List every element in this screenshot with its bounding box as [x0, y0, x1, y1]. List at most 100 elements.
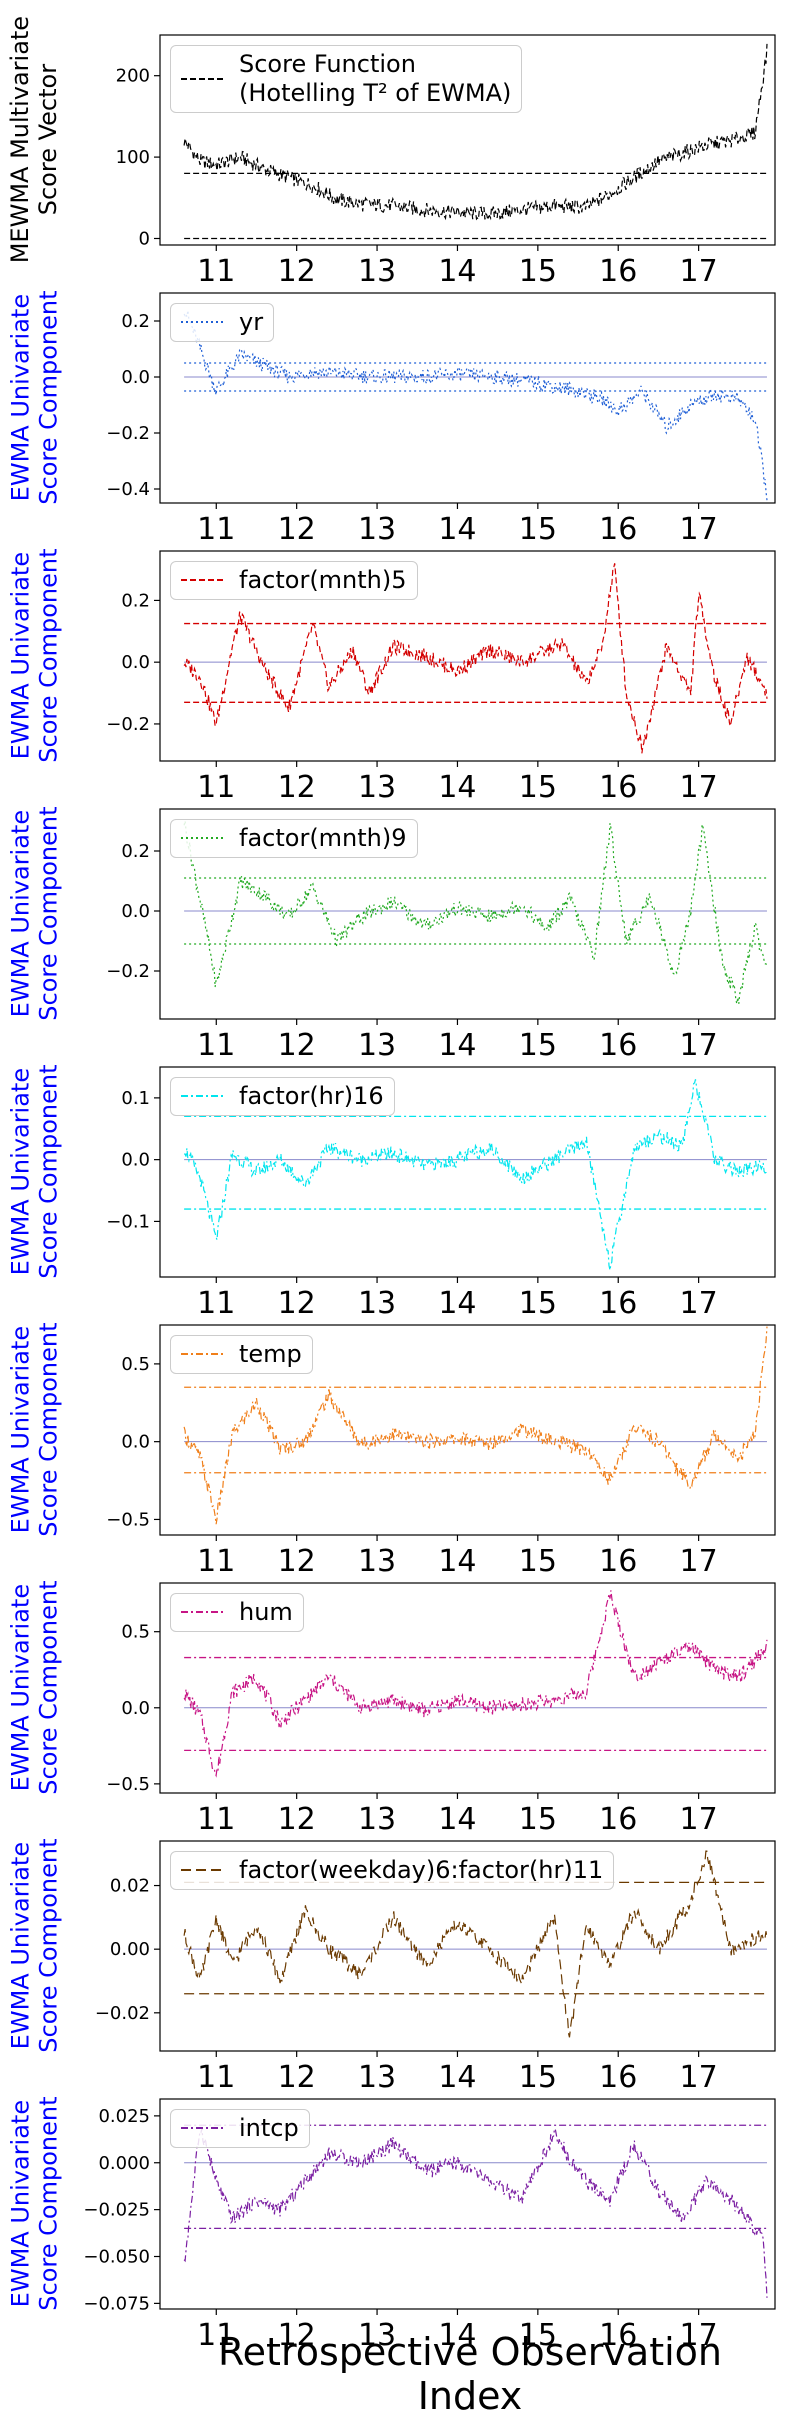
y-tick-label: 0.0 — [121, 652, 150, 673]
y-axis-label-line: EWMA Univariate — [6, 294, 35, 502]
x-tick-label: 11 — [197, 512, 235, 547]
x-tick-label: 13 — [358, 1286, 396, 1321]
legend-label: factor(hr)16 — [239, 1082, 384, 1110]
series-line — [183, 1326, 768, 1525]
x-tick-label: 15 — [519, 1544, 557, 1579]
y-tick-label: −0.1 — [106, 1211, 150, 1232]
series-line — [183, 2127, 768, 2298]
legend: factor(hr)16 — [170, 1077, 395, 1116]
y-tick-label: 0.0 — [121, 1698, 150, 1719]
y-tick-label: −0.2 — [106, 714, 150, 735]
x-tick-label: 11 — [197, 1544, 235, 1579]
x-tick-label: 11 — [197, 254, 235, 289]
panel-4: −0.2 0.0 0.2 11 12 13 14 15 16 17 — [106, 808, 776, 1063]
x-tick-label: 17 — [680, 1544, 718, 1579]
x-axis-label: Retrospective Observation Index — [217, 2330, 722, 2418]
y-tick-label: −0.2 — [106, 961, 150, 982]
y-axis-label-line: EWMA Univariate — [6, 1326, 35, 1534]
x-tick-label: 11 — [197, 770, 235, 805]
x-tick-label: 17 — [680, 2318, 718, 2353]
panel-7: −0.5 0.0 0.5 11 12 13 14 15 16 17 — [106, 1582, 776, 1837]
y-axis-label-line: MEWMA Multivariate — [6, 16, 35, 264]
x-tick-label: 13 — [358, 2318, 396, 2353]
y-axis-label: EWMA Univariate Score Component — [0, 548, 70, 764]
x-tick-label: 12 — [278, 1802, 316, 1837]
y-tick-label: 0.00 — [110, 1939, 150, 1960]
x-tick-label: 12 — [278, 1286, 316, 1321]
x-tick-label: 11 — [197, 1028, 235, 1063]
y-axis-label: EWMA Univariate Score Component — [0, 1839, 70, 2053]
x-tick-label: 17 — [680, 1286, 718, 1321]
x-tick-label: 13 — [358, 512, 396, 547]
y-tick-label: 0.2 — [121, 841, 150, 862]
series-line — [183, 43, 768, 221]
y-axis-label: EWMA Univariate Score Component — [0, 1322, 70, 1538]
panel-9: −0.075 −0.050 −0.025 0.000 0.025 11 12 13 14 15 16… — [83, 2098, 776, 2353]
panel-2: −0.4 −0.2 0.0 0.2 11 12 13 14 15 16 17 — [106, 292, 776, 547]
panel-6: −0.5 0.0 0.5 11 12 13 14 15 16 17 — [106, 1324, 776, 1579]
plot-frame — [159, 1840, 776, 2052]
x-tick-label: 17 — [680, 2060, 718, 2095]
x-tick-label: 14 — [438, 512, 476, 547]
y-tick-label: 0.2 — [121, 590, 150, 611]
legend-label: temp — [239, 1340, 302, 1368]
x-tick-label: 14 — [438, 1544, 476, 1579]
legend: yr — [170, 303, 275, 342]
y-tick-label: 0.5 — [121, 1622, 150, 1643]
x-tick-label: 17 — [680, 770, 718, 805]
plot-frame — [159, 292, 776, 504]
y-axis-label-line: Score Vector — [34, 64, 63, 216]
y-axis-label-line: Score Component — [34, 1322, 62, 1538]
y-tick-label: 0.0 — [121, 1150, 150, 1171]
y-axis-label: MEWMA Multivariate Score Vector — [0, 16, 70, 263]
legend-label: Score Function — [239, 50, 416, 78]
x-tick-label: 12 — [278, 2318, 316, 2353]
legend-label: factor(weekday)6:factor(hr)11 — [239, 1856, 604, 1884]
x-tick-label: 15 — [519, 770, 557, 805]
y-axis-label: EWMA Univariate Score Component — [0, 2096, 70, 2312]
legend-swatch — [181, 321, 225, 324]
y-tick-label: 0 — [139, 228, 150, 249]
x-tick-label: 14 — [438, 2318, 476, 2353]
x-tick-label: 14 — [438, 770, 476, 805]
x-tick-label: 12 — [278, 254, 316, 289]
plot-frame — [159, 34, 776, 246]
y-axis-label: EWMA Univariate Score Component — [0, 1065, 70, 1279]
legend-swatch — [181, 1353, 225, 1356]
legend-swatch — [181, 579, 225, 582]
legend-swatch — [181, 1095, 225, 1098]
y-tick-label: 0.000 — [98, 2153, 150, 2174]
x-tick-label: 16 — [599, 1028, 637, 1063]
y-axis-label-line: EWMA Univariate — [6, 552, 35, 760]
x-tick-label: 11 — [197, 1286, 235, 1321]
y-axis-label-line: Score Component — [34, 1580, 62, 1796]
x-tick-label: 13 — [358, 1802, 396, 1837]
x-tick-label: 13 — [358, 254, 396, 289]
legend: hum — [170, 1593, 304, 1632]
x-tick-label: 16 — [599, 1802, 637, 1837]
legend: factor(mnth)9 — [170, 819, 418, 858]
x-tick-label: 16 — [599, 254, 637, 289]
series-line — [183, 820, 768, 1004]
plot-frame — [159, 1582, 776, 1794]
y-axis-label-line: Score Component — [34, 2096, 62, 2312]
y-tick-label: 0.2 — [121, 311, 150, 332]
y-tick-label: −0.5 — [106, 1509, 150, 1530]
x-tick-label: 12 — [278, 2060, 316, 2095]
y-axis-label-line: EWMA Univariate — [6, 1068, 35, 1276]
plot-frame — [159, 1324, 776, 1536]
series-line — [183, 563, 768, 754]
x-tick-label: 13 — [358, 770, 396, 805]
x-tick-label: 12 — [278, 770, 316, 805]
y-axis-label: EWMA Univariate Score Component — [0, 1580, 70, 1796]
y-tick-label: 0.1 — [121, 1088, 150, 1109]
x-tick-label: 16 — [599, 1286, 637, 1321]
y-axis-label-line: Score Component — [34, 548, 62, 764]
y-tick-label: −0.2 — [106, 423, 150, 444]
legend-label: hum — [239, 1598, 293, 1626]
x-tick-label: 17 — [680, 1802, 718, 1837]
y-axis-label: EWMA Univariate Score Component — [0, 807, 70, 1021]
panel-3: −0.2 0.0 0.2 11 12 13 14 15 16 17 — [106, 550, 776, 805]
x-tick-label: 15 — [519, 2318, 557, 2353]
series-line — [183, 1079, 768, 1271]
